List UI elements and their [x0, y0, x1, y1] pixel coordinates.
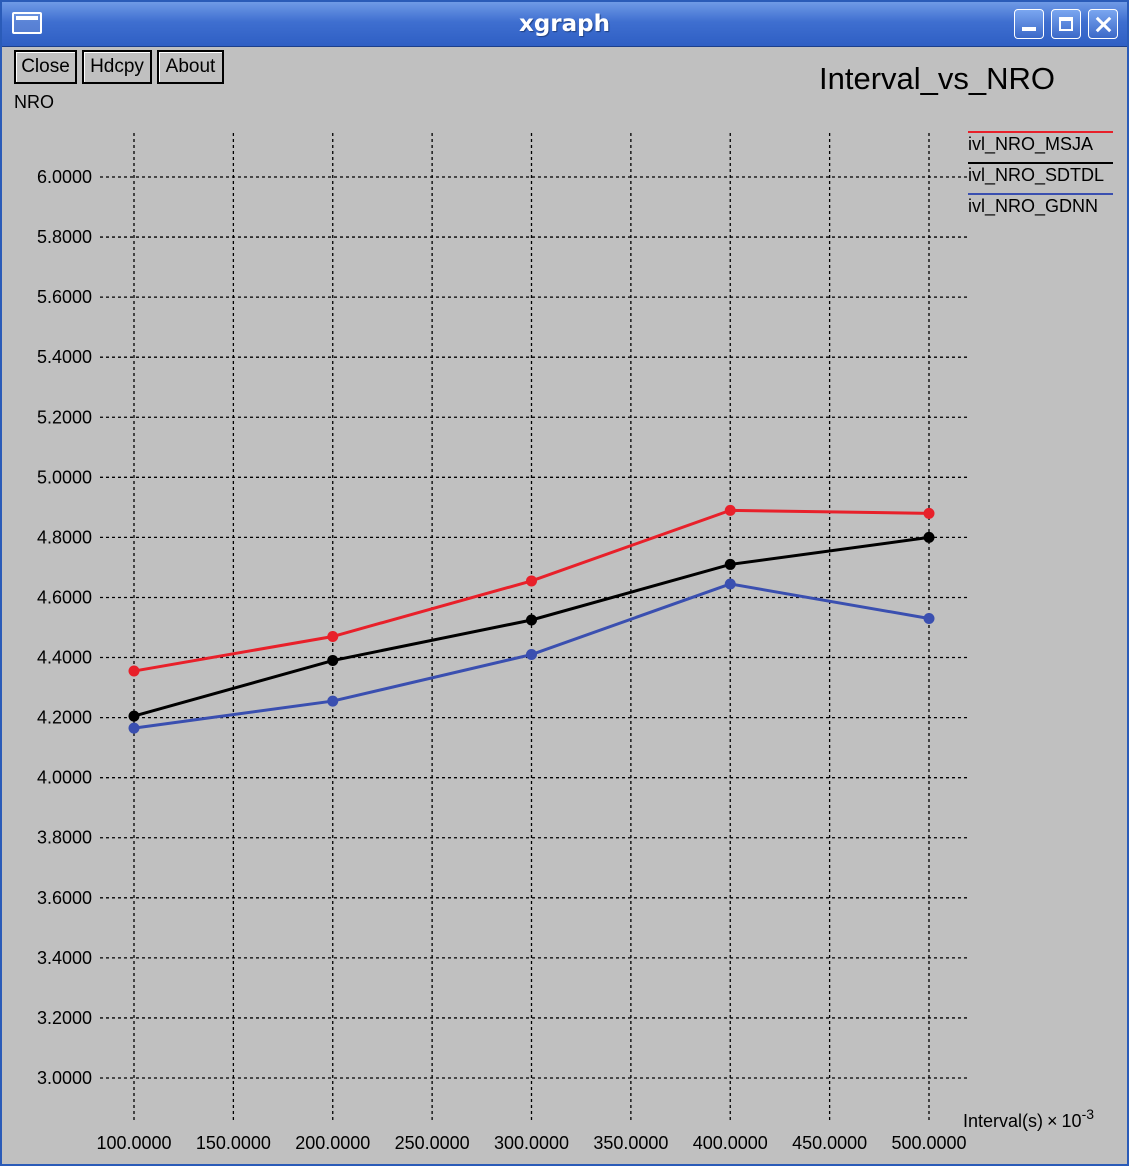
y-tick-label: 3.8000 — [37, 828, 92, 848]
y-tick-label: 6.0000 — [37, 167, 92, 187]
about-button[interactable]: About — [157, 50, 224, 84]
data-point — [724, 578, 736, 590]
data-point — [526, 575, 537, 587]
data-point — [128, 710, 140, 722]
series-group — [128, 504, 935, 734]
y-tick-label: 5.8000 — [37, 227, 92, 247]
data-point — [327, 655, 339, 667]
y-tick-label: 5.6000 — [37, 287, 92, 307]
grid — [100, 133, 968, 1120]
x-ticks: 100.0000 150.0000 200.0000 250.0000 300.0000… — [96, 1133, 966, 1153]
x-tick-label: 150.0000 — [196, 1133, 271, 1153]
minimize-icon[interactable] — [1014, 9, 1044, 39]
y-tick-label: 4.6000 — [37, 587, 92, 607]
x-tick-label: 500.0000 — [891, 1133, 966, 1153]
legend-label: ivl_NRO_MSJA — [968, 134, 1093, 155]
y-tick-label: 4.8000 — [37, 527, 92, 547]
x-tick-label: 250.0000 — [395, 1133, 470, 1153]
y-tick-label: 3.4000 — [37, 948, 92, 968]
y-ticks: 3.0000 3.2000 3.4000 3.6000 3.8000 4.0000 4.20… — [37, 167, 92, 1088]
x-axis-label: Interval(s) × 10-3 — [963, 1106, 1094, 1131]
data-point — [923, 531, 935, 543]
legend-label: ivl_NRO_SDTDL — [968, 165, 1104, 186]
data-point — [923, 507, 935, 519]
close-button[interactable]: Close — [14, 50, 77, 84]
window-title: xgraph — [518, 11, 610, 37]
x-tick-label: 200.0000 — [295, 1133, 370, 1153]
x-tick-label: 100.0000 — [96, 1133, 171, 1153]
legend: ivl_NRO_MSJA ivl_NRO_SDTDL ivl_NRO_GDNN — [968, 131, 1113, 217]
y-tick-label: 3.0000 — [37, 1068, 92, 1088]
y-tick-label: 4.2000 — [37, 708, 92, 728]
data-point — [724, 558, 736, 570]
x-tick-label: 300.0000 — [494, 1133, 569, 1153]
data-point — [526, 649, 537, 661]
data-point — [327, 631, 339, 643]
data-point — [724, 504, 736, 516]
y-tick-label: 4.0000 — [37, 768, 92, 788]
y-tick-label: 5.0000 — [37, 467, 92, 487]
y-tick-label: 5.4000 — [37, 347, 92, 367]
legend-label: ivl_NRO_GDNN — [968, 196, 1098, 217]
data-point — [923, 612, 935, 624]
hdcpy-button[interactable]: Hdcpy — [82, 50, 152, 84]
y-tick-label: 5.2000 — [37, 407, 92, 427]
data-point — [128, 665, 140, 677]
data-point — [526, 614, 537, 626]
y-axis-label: NRO — [14, 92, 54, 112]
title-bar[interactable]: xgraph — [2, 2, 1127, 47]
data-point — [327, 695, 339, 707]
x-tick-label: 400.0000 — [693, 1133, 768, 1153]
chart-title: Interval_vs_NRO — [819, 61, 1055, 96]
maximize-icon[interactable] — [1051, 9, 1081, 39]
y-tick-label: 4.4000 — [37, 648, 92, 668]
x-tick-label: 450.0000 — [792, 1133, 867, 1153]
y-tick-label: 3.6000 — [37, 888, 92, 908]
y-tick-label: 3.2000 — [37, 1008, 92, 1028]
x-tick-label: 350.0000 — [593, 1133, 668, 1153]
close-window-icon[interactable] — [1088, 9, 1118, 39]
window-menu-icon[interactable] — [12, 12, 42, 34]
data-point — [128, 722, 140, 734]
